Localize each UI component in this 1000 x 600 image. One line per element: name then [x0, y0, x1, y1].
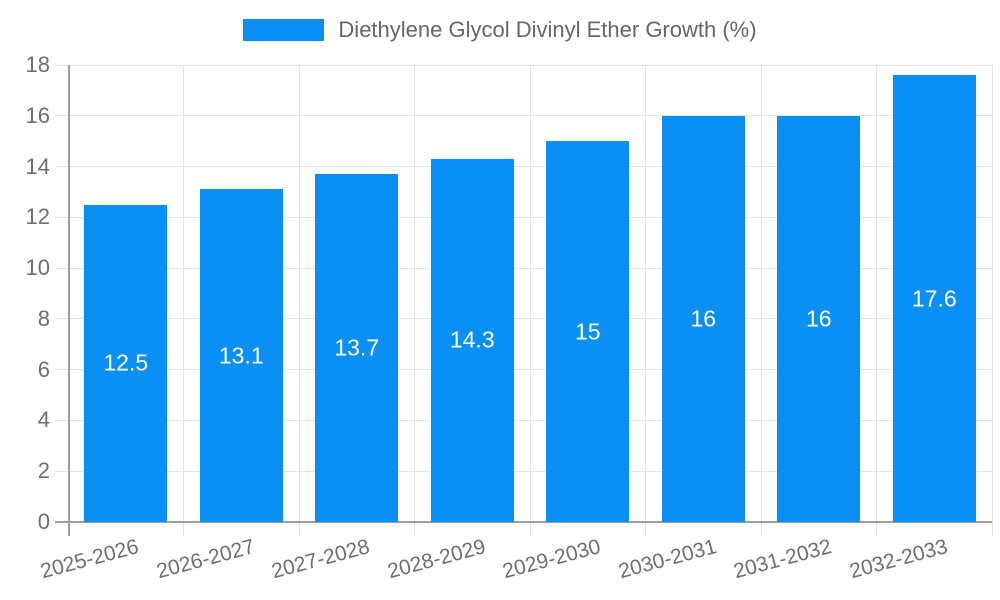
legend-swatch [243, 19, 325, 41]
x-tick-label: 2032-2033 [846, 535, 950, 584]
bar-value-label: 13.1 [218, 342, 264, 369]
bar[interactable]: 17.6 [892, 75, 976, 522]
x-tick-label: 2026-2027 [153, 535, 257, 584]
y-tick-label: 10 [25, 255, 50, 281]
bar[interactable]: 13.7 [315, 174, 399, 522]
bar-value-label: 16 [805, 305, 832, 332]
gridline-vertical [876, 65, 877, 536]
bar[interactable]: 16 [777, 115, 861, 522]
y-tick-label: 0 [37, 509, 50, 534]
gridline-horizontal [55, 64, 992, 66]
y-tick-label: 4 [37, 407, 50, 433]
bar-value-label: 13.7 [334, 334, 380, 361]
gridline-vertical [645, 65, 646, 536]
gridline-vertical [991, 65, 993, 536]
gridline-vertical [414, 65, 415, 536]
gridline-horizontal [55, 419, 992, 421]
x-axis-line [55, 521, 992, 523]
bar[interactable]: 12.5 [84, 204, 168, 522]
gridline-horizontal [55, 115, 992, 117]
gridline-horizontal [55, 166, 992, 168]
legend-label: Diethylene Glycol Divinyl Ether Growth (… [338, 17, 757, 42]
gridline-vertical [760, 65, 762, 536]
y-tick-label: 16 [25, 102, 50, 128]
bar-value-label: 17.6 [911, 285, 957, 312]
y-tick-label: 8 [37, 305, 50, 331]
gridline-horizontal [55, 216, 992, 218]
y-tick-label: 12 [25, 204, 50, 230]
x-tick-label: 2029-2030 [500, 535, 604, 584]
bar[interactable]: 16 [661, 115, 745, 522]
gridline-vertical [529, 65, 531, 536]
gridline-horizontal [55, 318, 992, 320]
gridline-vertical [183, 65, 184, 536]
bar-value-label: 12.5 [103, 349, 149, 376]
gridline-vertical [298, 65, 300, 536]
y-tick-label: 6 [37, 356, 50, 382]
bar[interactable]: 13.1 [199, 189, 283, 522]
bar-value-label: 16 [690, 305, 717, 332]
x-tick-label: 2030-2031 [615, 535, 719, 584]
y-tick-label: 14 [25, 153, 50, 179]
y-tick-label: 2 [37, 458, 50, 484]
y-axis-line [68, 65, 70, 536]
gridline-horizontal [55, 369, 992, 371]
x-tick-label: 2031-2032 [731, 535, 835, 584]
bar-value-label: 14.3 [449, 326, 495, 353]
y-tick-label: 18 [25, 52, 50, 77]
x-tick-label: 2028-2029 [384, 535, 488, 584]
gridline-horizontal [55, 267, 992, 269]
bar[interactable]: 14.3 [430, 158, 514, 522]
x-tick-label: 2027-2028 [269, 535, 373, 584]
bar-value-label: 15 [574, 318, 601, 345]
plot-area: 12.5 13.1 13.7 14.3 15 16 16 17.6 [55, 64, 993, 536]
x-tick-label: 2025-2026 [38, 535, 142, 584]
legend[interactable]: Diethylene Glycol Divinyl Ether Growth (… [0, 17, 1000, 43]
bar[interactable]: 15 [546, 141, 630, 522]
gridline-horizontal [55, 470, 992, 472]
